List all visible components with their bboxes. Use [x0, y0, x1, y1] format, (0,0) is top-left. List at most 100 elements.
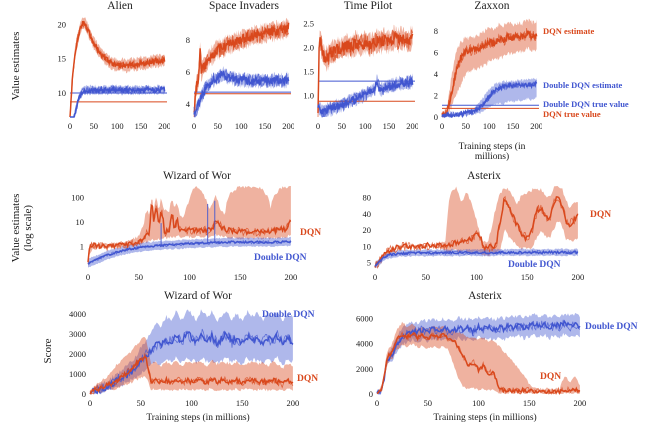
y-tick-label: 6: [186, 67, 190, 77]
bottom-right-xlabel: Training steps (in millions): [433, 413, 537, 423]
top-row-xlabel: Training steps (in millions): [458, 142, 526, 162]
DQN estimate-line: [69, 20, 166, 118]
x-tick-label: 0: [88, 398, 92, 408]
DQN estimate-line: [317, 31, 414, 114]
y-tick-label: 1000: [69, 369, 86, 379]
x-tick-label: 0: [86, 272, 90, 282]
x-tick-label: 50: [89, 121, 98, 131]
top-row: Value estimates Alien 10 15 20 0 50 100 150 200…: [0, 0, 668, 162]
x-tick-label: 100: [111, 121, 124, 131]
y-tick-label: 0: [369, 389, 373, 399]
chart-title: Space Invaders: [209, 0, 279, 12]
x-tick-label: 0: [192, 121, 196, 131]
chart-title: Wizard of Wor: [163, 290, 232, 302]
Double DQN estimate-line: [193, 70, 290, 115]
label-wizard-score-double-dqn: Double DQN: [262, 310, 315, 320]
DQN-line: [374, 196, 579, 268]
Double DQN-band: [90, 309, 293, 394]
x-tick-label: 0: [440, 121, 444, 131]
x-tick-label: 0: [68, 121, 72, 131]
x-tick-label: 150: [523, 398, 536, 408]
x-tick-label: 0: [373, 272, 377, 282]
DQN estimate-band: [194, 17, 289, 118]
x-tick-label: 50: [134, 272, 143, 282]
chart-asterix-score: 0 2000 4000 6000 0 50 100 150 200: [356, 312, 587, 408]
DQN estimate-line: [193, 22, 290, 113]
x-tick-label: 100: [359, 121, 372, 131]
x-tick-label: 200: [574, 398, 587, 408]
y-tick-label: 4: [434, 69, 439, 79]
chart-space-invaders-value-estimates: 4 6 8 0 50 100 150 200: [186, 17, 295, 131]
DQN-band: [90, 337, 293, 394]
DQN-line: [89, 356, 294, 395]
x-tick-label: 150: [234, 272, 247, 282]
y-tick-label: 20: [58, 19, 67, 29]
label-asterix-score-double-dqn: Double DQN: [585, 322, 638, 332]
DQN estimate-band: [442, 18, 537, 118]
y-tick-label: 3000: [69, 329, 86, 339]
x-tick-label: 200: [282, 121, 294, 131]
chart-title: Asterix: [467, 170, 501, 182]
y-tick-label: 2.5: [303, 19, 314, 29]
x-tick-label: 50: [136, 398, 145, 408]
x-tick-label: 50: [213, 121, 222, 131]
label-asterix-value-dqn: DQN: [590, 210, 612, 220]
y-tick-label: 4000: [69, 309, 86, 319]
x-tick-label: 200: [530, 121, 542, 131]
y-tick-label: 10: [76, 217, 85, 227]
Double DQN-line: [87, 240, 292, 265]
top-row-ylabel: Value estimates: [10, 31, 22, 101]
y-tick-label: 1: [80, 241, 84, 251]
y-tick-label: 2000: [356, 364, 373, 374]
DQN estimate-line: [441, 30, 538, 118]
legend-dqn-estimate: DQN estimate: [543, 26, 595, 36]
y-tick-label: 1.5: [303, 67, 314, 77]
legend-double-dqn-true-value: Double DQN true value: [543, 99, 629, 109]
y-tick-label: 0: [434, 112, 438, 122]
y-tick-label: 2000: [69, 349, 86, 359]
x-tick-label: 50: [423, 398, 432, 408]
y-tick-label: 80: [363, 192, 372, 202]
x-tick-label: 150: [507, 121, 520, 131]
y-tick-label: 100: [71, 193, 84, 203]
y-tick-label: 4000: [356, 339, 373, 349]
x-tick-label: 0: [316, 121, 320, 131]
chart-cell-zaxxon: Zaxxon 0 2 4 6 8 0 50 100 150 200: [416, 0, 543, 138]
chart-title: Time Pilot: [343, 0, 393, 12]
y-tick-label: 20: [363, 225, 372, 235]
y-tick-label: 0: [82, 389, 86, 399]
x-tick-label: 50: [421, 272, 430, 282]
Double DQN estimate-line: [70, 84, 166, 118]
chart-title: Asterix: [468, 290, 502, 302]
y-tick-label: 10: [363, 241, 372, 251]
Double DQN estimate-line: [317, 77, 414, 116]
label-asterix-score-dqn: DQN: [540, 372, 562, 382]
x-tick-label: 50: [337, 121, 346, 131]
Double DQN estimate-band: [194, 66, 289, 117]
chart-cell-wizard-value: Wizard of Wor 1 10 100 0 50 100 150 200: [56, 170, 306, 291]
x-tick-label: 200: [158, 121, 170, 131]
x-tick-label: 200: [572, 272, 585, 282]
label-asterix-value-double-dqn: Double DQN: [508, 260, 561, 270]
Double DQN-band: [377, 312, 580, 394]
DQN-band: [375, 186, 578, 268]
x-tick-label: 0: [375, 398, 379, 408]
label-wizard-value-double-dqn: Double DQN: [254, 253, 307, 263]
y-tick-label: 2: [434, 91, 438, 101]
middle-row-ylabel-line1: Value estimates: [10, 193, 22, 263]
x-tick-label: 200: [287, 398, 300, 408]
x-tick-label: 150: [236, 398, 249, 408]
x-tick-label: 200: [285, 272, 298, 282]
x-tick-label: 100: [483, 121, 496, 131]
chart-title: Alien: [107, 0, 133, 12]
y-tick-label: 40: [363, 209, 372, 219]
Double DQN estimate-line: [441, 80, 538, 119]
bottom-left-xlabel: Training steps (in millions): [146, 413, 250, 423]
x-tick-label: 150: [521, 272, 534, 282]
middle-row-ylabel-line2: (log scale): [22, 204, 34, 252]
label-wizard-value-dqn: DQN: [300, 228, 322, 238]
x-tick-label: 100: [470, 272, 483, 282]
chart-asterix-log-value: 5 10 20 40 80 0 50 100 150 200: [363, 186, 585, 282]
y-tick-label: 6: [434, 48, 438, 58]
